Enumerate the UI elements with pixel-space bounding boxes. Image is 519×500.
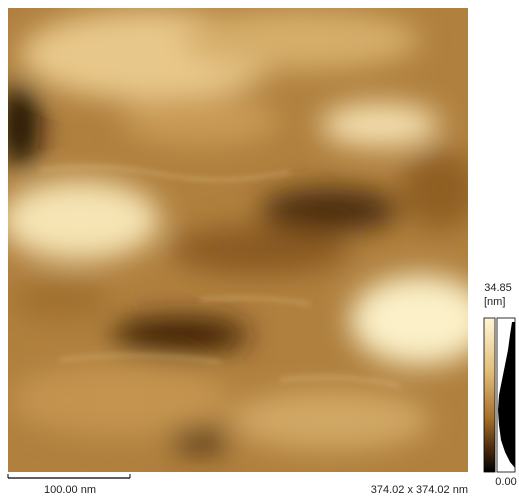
colorbar-min: 0.00 <box>495 476 516 488</box>
image-size: 374.02 x 374.02 nm <box>371 484 468 495</box>
colorbar-unit: [nm] <box>484 296 505 308</box>
scale-bar-label: 100.00 nm <box>44 484 96 495</box>
page: 100.00 nm 374.02 x 374.02 nm 34.85 [nm] … <box>0 0 519 495</box>
colorbar <box>484 318 495 472</box>
afm-image <box>0 8 490 472</box>
afm-view: 100.00 nm 374.02 x 374.02 nm 34.85 [nm] … <box>0 0 519 495</box>
colorbar-max: 34.85 <box>484 282 512 294</box>
